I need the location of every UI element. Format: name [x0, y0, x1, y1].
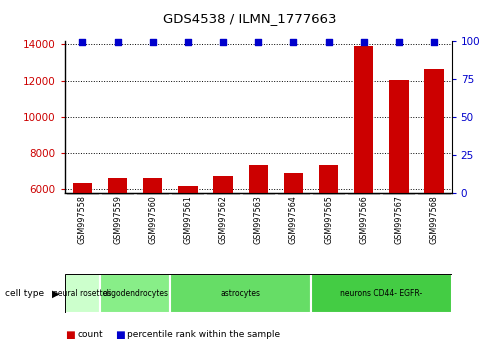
Bar — [73, 183, 92, 193]
Point — [149, 39, 157, 45]
Bar — [354, 46, 373, 193]
Point — [395, 39, 403, 45]
Point — [289, 39, 297, 45]
Bar — [143, 177, 163, 193]
Text: GSM997558: GSM997558 — [78, 195, 87, 244]
Text: GSM997568: GSM997568 — [430, 195, 439, 244]
Text: GSM997567: GSM997567 — [394, 195, 403, 244]
Text: ■: ■ — [115, 330, 125, 339]
Bar — [170, 274, 311, 313]
Text: GSM997565: GSM997565 — [324, 195, 333, 244]
Point — [324, 39, 332, 45]
Text: neurons CD44- EGFR-: neurons CD44- EGFR- — [340, 289, 423, 298]
Bar — [249, 165, 268, 193]
Bar — [108, 178, 127, 193]
Bar — [214, 176, 233, 193]
Text: count: count — [77, 330, 103, 339]
Text: GSM997564: GSM997564 — [289, 195, 298, 244]
Point — [184, 39, 192, 45]
Text: GSM997563: GSM997563 — [253, 195, 263, 244]
Text: GSM997560: GSM997560 — [148, 195, 157, 244]
Point — [254, 39, 262, 45]
Text: ■: ■ — [65, 330, 75, 339]
Bar — [389, 80, 409, 193]
Point — [114, 39, 122, 45]
Bar — [424, 69, 444, 193]
Text: cell type: cell type — [5, 289, 44, 298]
Text: percentile rank within the sample: percentile rank within the sample — [127, 330, 280, 339]
Text: GSM997561: GSM997561 — [184, 195, 193, 244]
Bar — [100, 274, 170, 313]
Bar — [319, 165, 338, 193]
Text: GDS4538 / ILMN_1777663: GDS4538 / ILMN_1777663 — [163, 12, 336, 25]
Point — [78, 39, 86, 45]
Point — [219, 39, 227, 45]
Text: GSM997559: GSM997559 — [113, 195, 122, 244]
Point — [360, 39, 368, 45]
Text: astrocytes: astrocytes — [221, 289, 260, 298]
Text: GSM997566: GSM997566 — [359, 195, 368, 244]
Bar — [178, 186, 198, 193]
Text: ▶: ▶ — [52, 289, 60, 299]
Bar — [65, 274, 100, 313]
Bar — [284, 173, 303, 193]
Text: oligodendrocytes: oligodendrocytes — [102, 289, 168, 298]
Text: GSM997562: GSM997562 — [219, 195, 228, 244]
Text: neural rosettes: neural rosettes — [53, 289, 112, 298]
Bar — [311, 274, 452, 313]
Point — [430, 39, 438, 45]
